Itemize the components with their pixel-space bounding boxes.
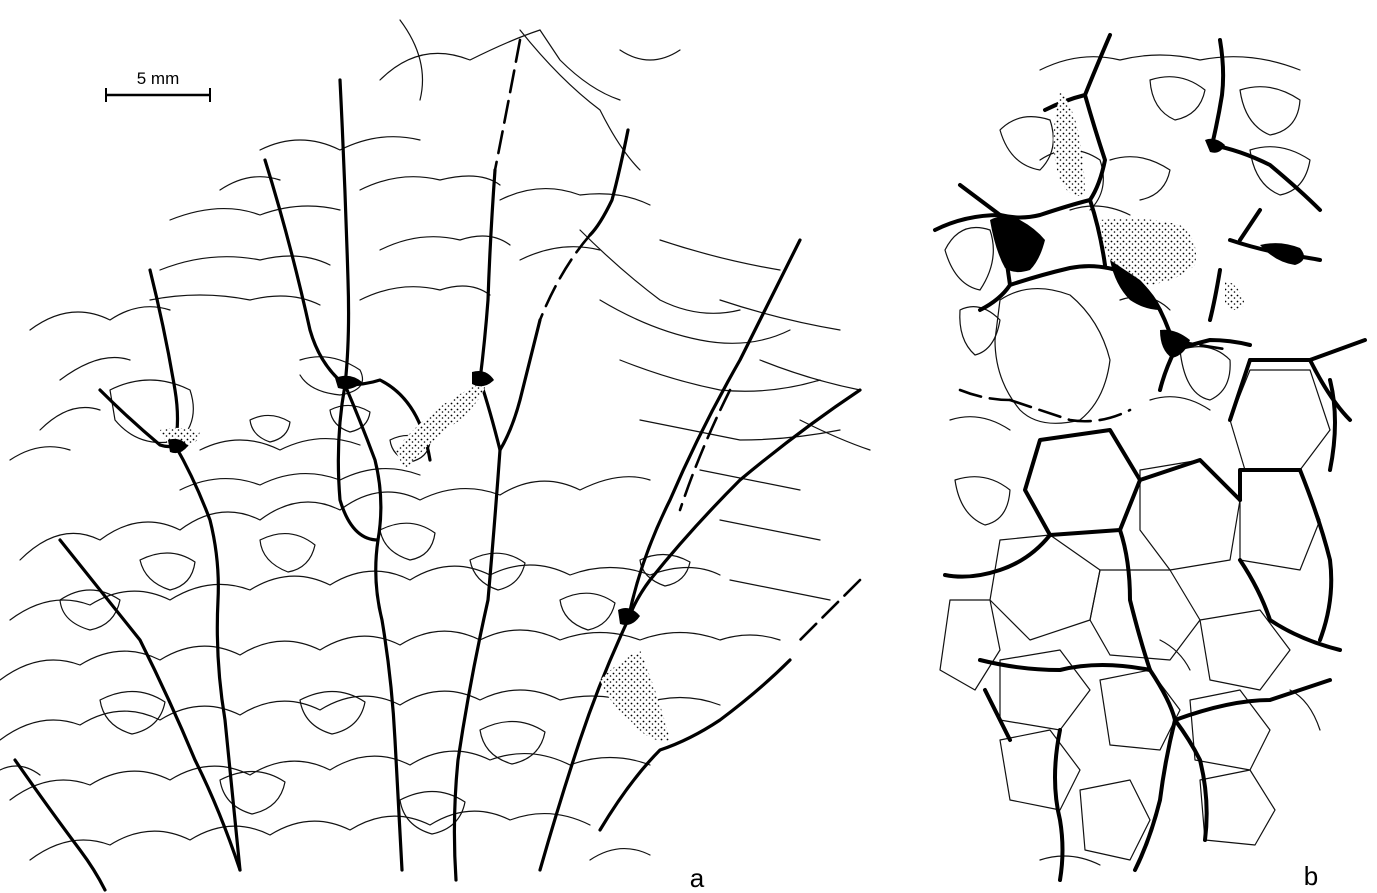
panel-b-cells [939,54,1331,866]
panel-a-dashed-veins [493,38,862,642]
panel-a-stipple-fills [160,371,670,741]
panel-b-drawing: b [933,33,1367,891]
panel-a-upper-contours [9,19,871,601]
panel-a-botryoidal-cluster [0,404,781,861]
panel-b-veins [933,33,1367,882]
panel-b-label: b [1304,861,1318,891]
panel-b-dashed-veins [958,338,1232,423]
scale-bar: 5 mm [105,69,211,102]
panel-b-stipple-fills [990,90,1304,358]
panel-a-drawing: a [0,19,871,893]
panel-a-veins [13,78,862,892]
panel-a-label: a [690,863,705,893]
scale-bar-label: 5 mm [137,69,180,88]
